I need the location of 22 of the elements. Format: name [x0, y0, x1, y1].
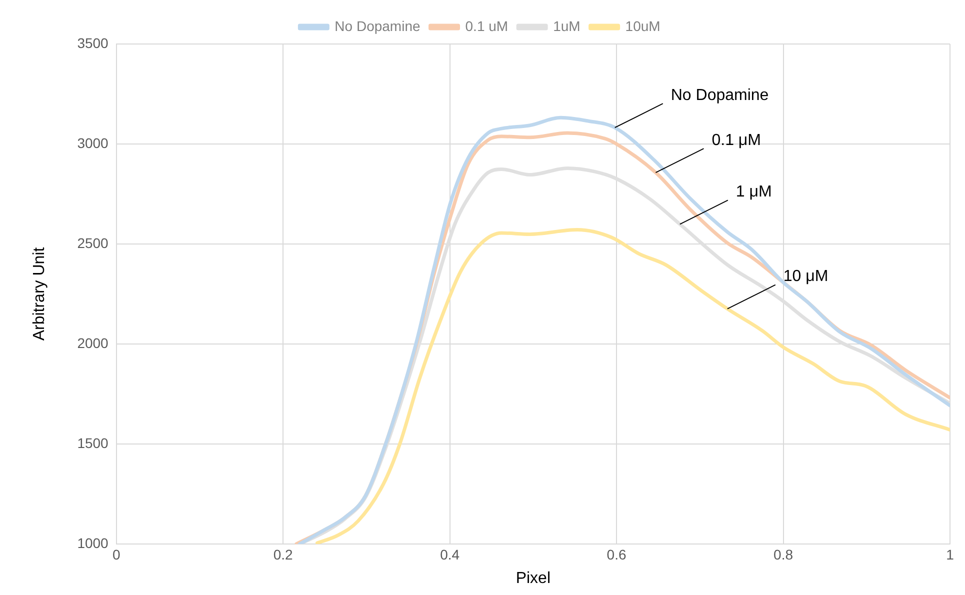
y-axis-title: Arbitrary Unit	[31, 246, 48, 341]
annotation: 10 μM	[783, 268, 828, 286]
x-axis-title: Pixel	[516, 570, 551, 587]
y-tick-label: 2500	[77, 234, 109, 251]
x-tick-label: 0	[112, 546, 120, 562]
legend-label: 10uM	[625, 18, 660, 34]
x-tick-label: 0.8	[774, 546, 794, 562]
x-tick-label: 0.4	[440, 546, 460, 562]
annotation: No Dopamine	[670, 87, 769, 104]
y-tick-label: 3500	[77, 34, 109, 51]
legend-label: No Dopamine	[334, 18, 420, 34]
annotation: 1 μM	[736, 184, 772, 201]
y-tick-label: 1500	[77, 434, 109, 451]
y-tick-label: 2000	[77, 334, 109, 351]
x-tick-label: 1	[946, 546, 954, 562]
x-tick-label: 0.2	[273, 546, 294, 562]
annotation: 0.1 μM	[712, 132, 761, 150]
y-tick-label: 3000	[77, 134, 109, 151]
legend-label: 1uM	[553, 18, 580, 34]
y-tick-label: 1000	[77, 534, 109, 551]
legend-label: 0.1 uM	[465, 18, 508, 34]
x-tick-label: 0.6	[606, 546, 626, 562]
